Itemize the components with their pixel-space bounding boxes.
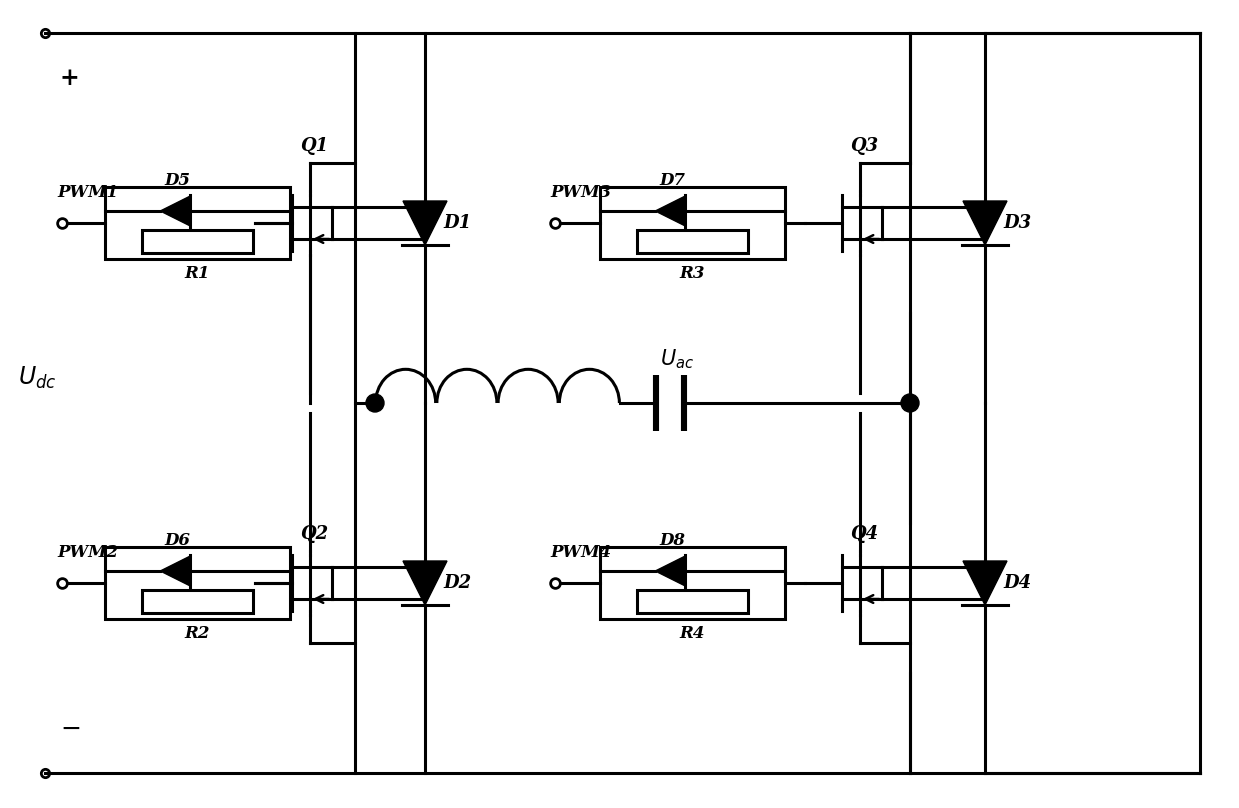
Polygon shape [403,201,447,245]
Bar [637,590,748,613]
Bar [105,187,290,259]
Circle shape [366,394,384,412]
Polygon shape [655,556,685,586]
Text: D3: D3 [1004,214,1031,232]
Text: R3: R3 [680,265,705,282]
Text: R4: R4 [680,625,705,642]
Text: D2: D2 [444,574,471,592]
Text: D5: D5 [165,172,191,189]
Text: $U_{ac}$: $U_{ac}$ [660,347,694,371]
Text: $U_{dc}$: $U_{dc}$ [19,365,57,391]
Polygon shape [160,196,191,226]
Text: Q4: Q4 [850,525,878,543]
Text: R1: R1 [185,265,211,282]
Text: Q1: Q1 [300,137,328,155]
Text: +: + [59,66,79,90]
Text: D1: D1 [444,214,471,232]
Polygon shape [963,561,1007,605]
Text: Q3: Q3 [850,137,878,155]
Text: D7: D7 [659,172,685,189]
Bar [637,230,748,253]
Text: Q2: Q2 [300,525,328,543]
Text: $-$: $-$ [59,717,81,739]
Text: PWM4: PWM4 [550,544,611,561]
Text: D4: D4 [1004,574,1031,592]
Text: D8: D8 [659,532,685,549]
Polygon shape [160,556,191,586]
Bar [142,590,253,613]
Polygon shape [655,196,685,226]
Text: PWM2: PWM2 [57,544,118,561]
Polygon shape [403,561,447,605]
Text: PWM3: PWM3 [550,184,611,201]
Bar [600,187,786,259]
Bar [142,230,253,253]
Circle shape [901,394,919,412]
Text: D6: D6 [165,532,191,549]
Bar [105,547,290,619]
Polygon shape [963,201,1007,245]
Text: R2: R2 [185,625,211,642]
Text: PWM1: PWM1 [57,184,118,201]
Bar [600,547,786,619]
